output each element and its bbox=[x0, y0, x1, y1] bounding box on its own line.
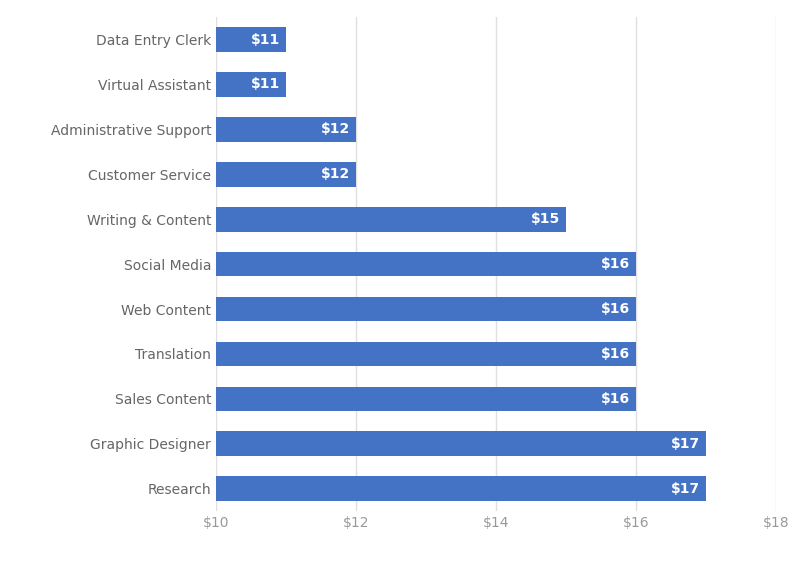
Bar bbox=[216, 432, 706, 456]
Bar bbox=[216, 296, 636, 321]
Text: $17: $17 bbox=[671, 482, 701, 496]
Text: $12: $12 bbox=[321, 167, 350, 181]
Text: $11: $11 bbox=[251, 32, 280, 47]
Text: $16: $16 bbox=[602, 392, 630, 406]
Bar bbox=[216, 341, 636, 366]
Text: $11: $11 bbox=[251, 77, 280, 91]
Bar bbox=[216, 117, 356, 141]
Bar bbox=[216, 27, 286, 52]
Text: $16: $16 bbox=[602, 257, 630, 271]
Text: $16: $16 bbox=[602, 347, 630, 361]
Bar bbox=[216, 162, 356, 187]
Bar bbox=[216, 387, 636, 411]
Bar bbox=[216, 207, 566, 232]
Bar bbox=[216, 477, 706, 501]
Text: $17: $17 bbox=[671, 437, 701, 451]
Text: $12: $12 bbox=[321, 122, 350, 136]
Text: $15: $15 bbox=[531, 212, 561, 226]
Bar bbox=[216, 252, 636, 277]
Bar bbox=[216, 72, 286, 97]
Text: $16: $16 bbox=[602, 302, 630, 316]
